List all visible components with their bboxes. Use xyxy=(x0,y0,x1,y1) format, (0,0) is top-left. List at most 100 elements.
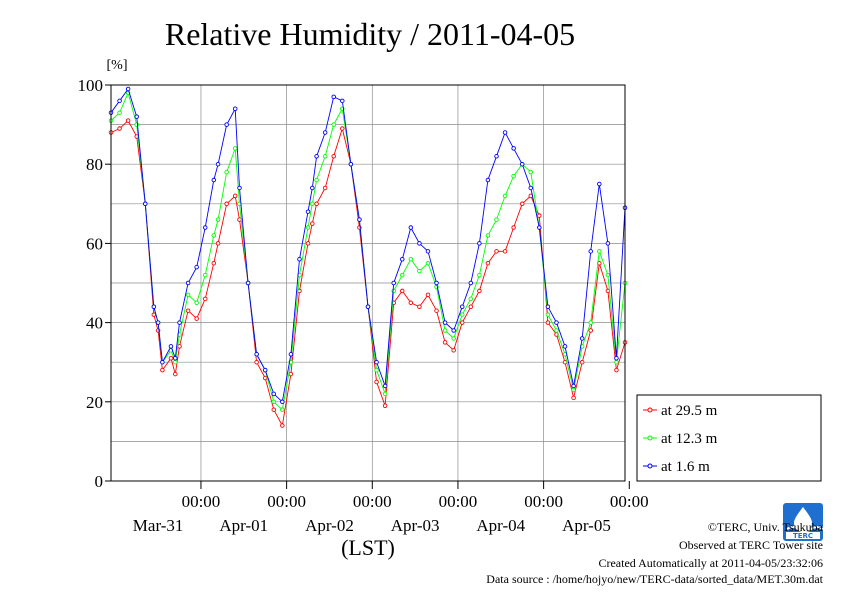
terc-logo-icon: TERC xyxy=(783,503,823,541)
data-point xyxy=(310,201,315,207)
legend-swatch-marker xyxy=(647,407,653,413)
footer-created: Created Automatically at 2011-04-05/23:3… xyxy=(598,556,823,570)
data-point xyxy=(605,241,611,246)
data-point xyxy=(502,193,508,199)
data-point xyxy=(545,312,551,317)
plot-frame xyxy=(110,84,626,482)
data-point xyxy=(314,154,319,159)
data-point xyxy=(382,383,388,389)
data-point xyxy=(442,340,448,345)
data-point xyxy=(442,328,448,333)
legend-item: at 1.6 m xyxy=(643,459,710,475)
data-point xyxy=(125,86,131,92)
legend-label: at 1.6 m xyxy=(661,459,710,475)
data-point xyxy=(125,118,131,123)
data-point xyxy=(117,110,122,115)
data-point xyxy=(262,375,268,381)
data-point xyxy=(151,312,157,317)
data-point xyxy=(374,359,379,365)
data-point xyxy=(588,320,593,325)
data-point xyxy=(382,403,388,409)
x-tick-time: 00:00 xyxy=(439,492,478,511)
data-point xyxy=(417,268,422,274)
legend-label: at 12.3 m xyxy=(661,431,718,447)
x-tick-date: Apr-03 xyxy=(391,516,440,535)
data-point xyxy=(202,225,208,230)
data-point xyxy=(502,249,508,254)
data-point xyxy=(117,98,122,104)
footer-source: Data source : /home/hojyo/new/TERC-data/… xyxy=(486,572,823,586)
data-point xyxy=(451,348,456,353)
data-point xyxy=(168,344,174,349)
data-point xyxy=(254,352,259,357)
data-point xyxy=(485,260,491,266)
data-point xyxy=(400,256,405,262)
data-point xyxy=(519,161,525,167)
data-point xyxy=(382,391,388,397)
data-point xyxy=(451,328,456,333)
series-line xyxy=(110,88,626,403)
data-point xyxy=(160,367,165,373)
series-group xyxy=(108,86,628,428)
data-point xyxy=(468,280,474,286)
data-point xyxy=(172,355,178,361)
data-point xyxy=(202,296,208,302)
data-point xyxy=(232,146,238,151)
data-point xyxy=(400,288,405,294)
data-point xyxy=(425,260,431,266)
data-point xyxy=(477,241,482,246)
data-point xyxy=(571,387,576,393)
data-point xyxy=(605,272,611,278)
chart-title: Relative Humidity / 2011-04-05 xyxy=(165,16,575,52)
x-tick-date: Apr-01 xyxy=(219,516,268,535)
legend-item: at 12.3 m xyxy=(643,431,718,447)
data-point xyxy=(545,320,551,325)
data-point xyxy=(459,320,465,325)
data-point xyxy=(348,161,354,167)
data-point xyxy=(502,130,508,135)
data-point xyxy=(310,221,315,226)
data-point xyxy=(597,249,602,254)
x-tick-date: Apr-02 xyxy=(305,516,354,535)
data-point xyxy=(374,379,379,385)
data-point xyxy=(211,177,217,183)
x-tick-time: 00:00 xyxy=(182,492,221,511)
data-point xyxy=(280,423,285,428)
data-point xyxy=(511,173,516,179)
series-2 xyxy=(108,90,628,412)
data-point xyxy=(579,359,585,365)
data-point xyxy=(151,304,157,310)
data-point xyxy=(425,249,431,254)
data-point xyxy=(194,316,199,321)
data-point xyxy=(579,336,585,341)
data-point xyxy=(528,169,534,175)
series-3 xyxy=(108,86,628,405)
legend-label: at 29.5 m xyxy=(661,403,718,419)
data-point xyxy=(340,98,345,104)
data-point xyxy=(245,280,251,286)
data-point xyxy=(271,391,277,397)
data-point xyxy=(451,336,456,341)
data-point xyxy=(194,264,199,270)
data-point xyxy=(232,193,238,199)
data-point xyxy=(280,407,285,412)
y-axis-ticks: 0 20 40 60 80 100 xyxy=(78,76,111,491)
data-point xyxy=(314,177,319,183)
data-point xyxy=(322,130,328,135)
data-point xyxy=(511,146,516,151)
y-tick-label: 60 xyxy=(86,234,103,253)
y-tick-label: 80 xyxy=(86,155,103,174)
data-point xyxy=(331,154,336,159)
data-point xyxy=(331,122,336,127)
data-point xyxy=(185,308,191,313)
data-point xyxy=(288,352,294,357)
data-point xyxy=(597,181,602,187)
data-point xyxy=(365,304,371,310)
data-point xyxy=(202,272,208,278)
data-point xyxy=(588,249,593,254)
data-point xyxy=(215,217,221,222)
data-point xyxy=(172,359,178,365)
data-point xyxy=(172,371,178,377)
data-point xyxy=(554,320,559,325)
data-point xyxy=(314,201,319,207)
